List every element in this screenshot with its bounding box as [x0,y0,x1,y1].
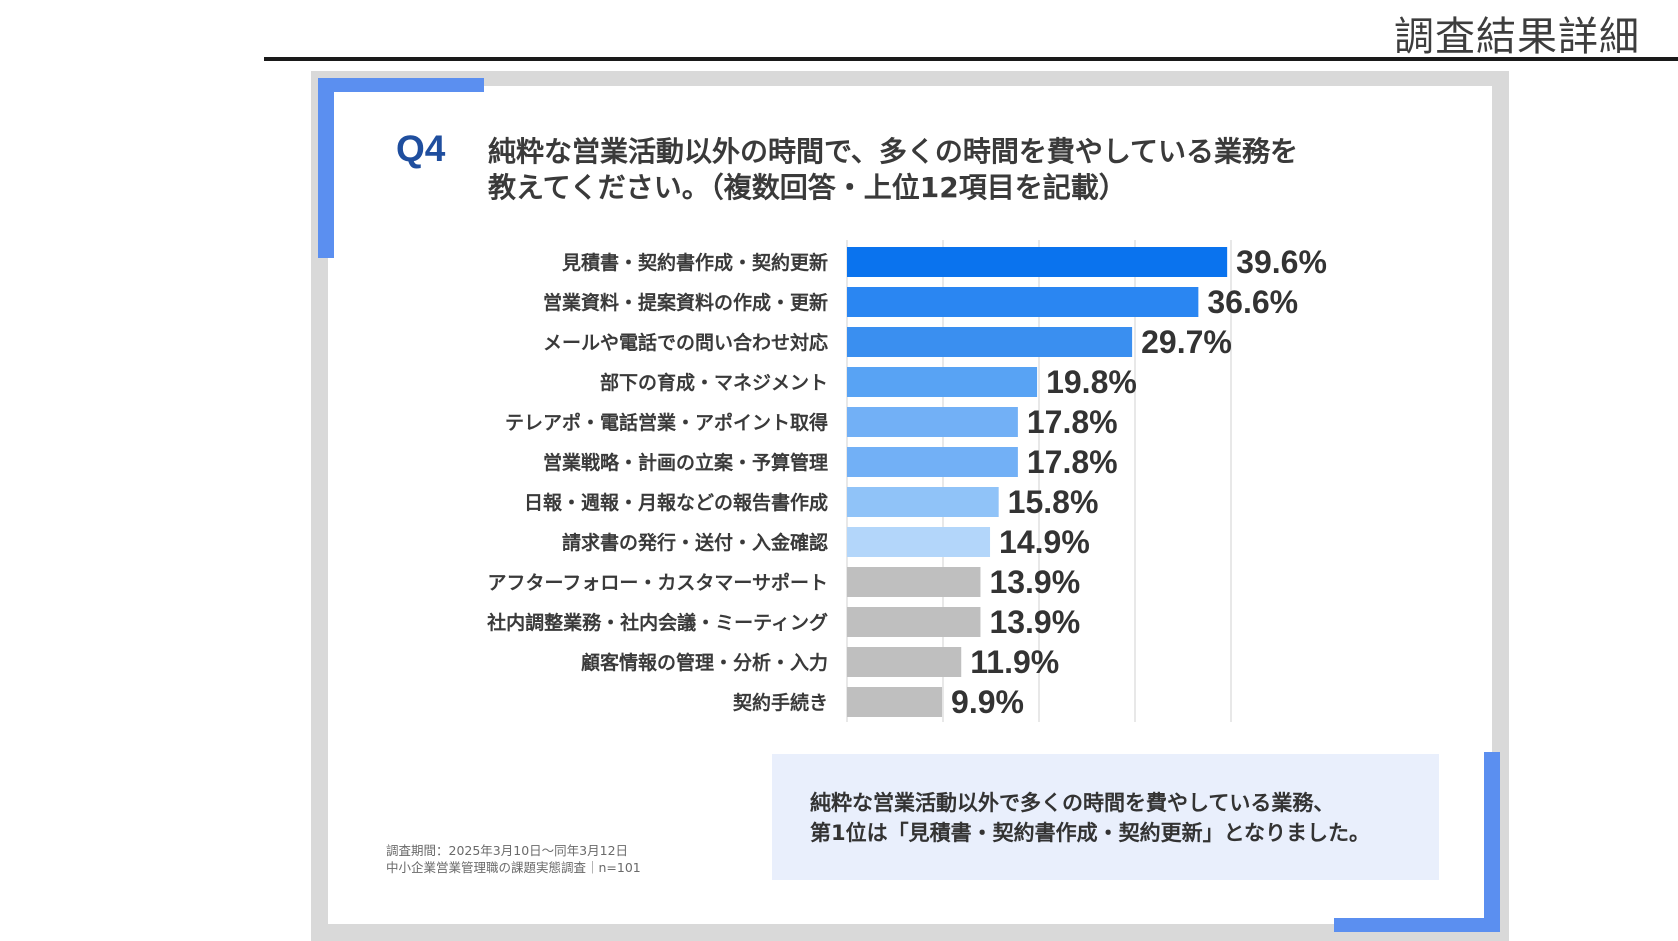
category-label-10: 社内調整業務・社内会議・ミーティング [486,611,828,634]
value-label-7: 15.8% [1008,484,1099,520]
value-label-2: 36.6% [1207,284,1298,320]
bar-7 [847,487,999,517]
summary-text: 純粋な営業活動以外で多くの時間を費やしている業務、 第1位は「見積書・契約書作成… [810,788,1370,848]
value-label-9: 13.9% [989,564,1080,600]
category-label-12: 契約手続き [732,691,828,714]
bar-1 [847,247,1228,277]
question-text: 純粋な営業活動以外の時間で、多くの時間を費やしている業務を 教えてください。（複… [488,134,1348,206]
category-label-8: 請求書の発行・送付・入金確認 [562,531,828,554]
survey-name: 中小企業営業管理職の課題実態調査｜n=101 [386,860,641,875]
category-label-9: アフターフォロー・カスタマーサポート [488,571,828,594]
value-label-8: 14.9% [999,524,1090,560]
value-label-3: 29.7% [1141,324,1232,360]
value-label-12: 9.9% [951,684,1024,720]
corner-accent-top-horizontal [318,78,484,92]
bar-2 [847,287,1199,317]
category-label-7: 日報・週報・月報などの報告書作成 [524,491,828,514]
bar-8 [847,527,991,557]
category-label-3: メールや電話での問い合わせ対応 [543,331,828,354]
bar-3 [847,327,1133,357]
category-label-4: 部下の育成・マネジメント [600,371,828,394]
value-label-6: 17.8% [1027,444,1118,480]
category-label-2: 営業資料・提案資料の作成・更新 [543,291,828,314]
bar-12 [847,687,943,717]
value-label-10: 13.9% [989,604,1080,640]
summary-box [772,754,1439,880]
value-label-5: 17.8% [1027,404,1118,440]
bar-10 [847,607,981,637]
bar-4 [847,367,1038,397]
corner-accent-top-vertical [318,78,334,258]
source-note: 調査期間：2025年3月10日～同年3月12日 中小企業営業管理職の課題実態調査… [386,842,641,876]
bar-6 [847,447,1018,477]
bar-11 [847,647,962,677]
corner-accent-bottom-vertical [1484,752,1500,932]
question-number: Q4 [396,128,446,169]
value-label-11: 11.9% [970,644,1059,680]
summary-line-1: 純粋な営業活動以外で多くの時間を費やしている業務、 [810,791,1335,815]
summary-line-2: 第1位は「見積書・契約書作成・契約更新」となりました。 [810,821,1370,845]
value-label-4: 19.8% [1046,364,1137,400]
corner-accent-bottom-horizontal [1334,918,1500,932]
value-label-1: 39.6% [1236,244,1327,280]
page-title: 調査結果詳細 [1394,14,1640,60]
question-line-1: 純粋な営業活動以外の時間で、多くの時間を費やしている業務を [488,135,1299,168]
bar-9 [847,567,981,597]
title-divider [264,57,1678,61]
bar-5 [847,407,1018,437]
category-label-11: 顧客情報の管理・分析・入力 [581,651,828,674]
survey-period: 調査期間：2025年3月10日～同年3月12日 [386,843,629,858]
category-label-1: 見積書・契約書作成・契約更新 [562,251,828,274]
category-label-5: テレアポ・電話営業・アポイント取得 [505,411,828,434]
question-line-2: 教えてください。（複数回答・上位12項目を記載） [488,171,1127,204]
category-label-6: 営業戦略・計画の立案・予算管理 [543,451,828,474]
